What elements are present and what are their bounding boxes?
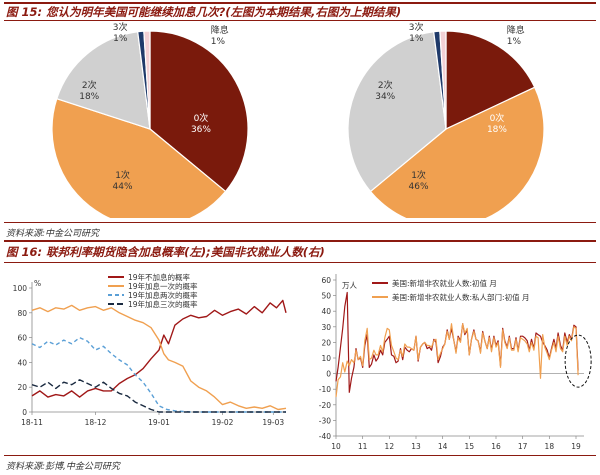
figure15-text: 您认为明年美国可能继续加息几次?(左图为本期结果,右图为上期结果) [46,5,402,19]
nonfarm-payrolls-chart: -40 -30 -20 -10 0 10 20 30 40 50 60 10 11 12 13 14 15 16 1… [319,274,592,451]
pie0-label-pct-0: 36% [191,125,211,135]
line3-ytick-label-5: 10 [321,354,331,363]
pie0-label-name-0: 0次 [194,112,209,124]
line3-series-1 [335,323,579,398]
pie1-label-pct-4: 1% [507,37,522,47]
figure16-title: 图 16: 联邦利率期货隐含加息概率(左);美国非农就业人数(右) [6,244,325,260]
pie1-label-pct-3: 1% [409,34,424,44]
pie0-label-pct-1: 44% [113,182,133,192]
line3-highlight-ellipse [564,334,592,388]
pie1-label-name-4: 降息 [507,24,525,36]
pie1-label-name-3: 3次 [409,22,424,33]
line2-legend-label-0: 19年不加息的概率 [128,272,191,282]
line3-xtick-label-7: 17 [518,442,528,451]
line2-xtick-label-3: 19-02 [212,418,234,427]
pie1-slice-2 [347,31,447,193]
pie0-slice-2 [56,31,151,130]
pie1-label-pct-0: 18% [487,125,507,135]
pie1-label-pct-1: 46% [409,182,429,192]
line3-ytick-label-8: 40 [321,307,331,316]
pie0-label-name-4: 降息 [211,24,229,36]
figure15-bottom-rule [4,222,596,223]
line2-ytick-label-2: 40 [17,358,27,367]
line3-xtick-label-8: 18 [545,442,555,451]
rate-hike-probability-chart: 0 20 40 60 80 100 18-11 18-12 19-01 19-02 19-03% 19… [13,272,287,427]
line3-ytick-label-9: 50 [321,292,331,301]
line3-xtick-label-6: 16 [491,442,501,451]
pie1-label-name-2: 2次 [378,79,393,91]
line3-ytick-label-3: -10 [319,385,331,394]
line2-series-0 [31,299,287,398]
figure16-text: 联邦利率期货隐含加息概率(左);美国非农就业人数(右) [46,245,325,259]
line3-ytick-label-0: -40 [319,432,331,441]
figure16-title-rule [4,262,596,263]
line3-ytick-label-6: 20 [321,338,331,347]
line3-xtick-label-2: 12 [385,442,395,451]
line3-unit-label: 万人 [342,281,357,290]
line3-ytick-label-10: 60 [321,276,331,285]
figure15-title: 图 15: 您认为明年美国可能继续加息几次?(左图为本期结果,右图为上期结果) [6,4,401,20]
pie0-label-name-3: 3次 [113,22,128,33]
line2-ytick-label-1: 20 [17,383,27,392]
pie0-slice-1 [51,97,227,218]
figure15-title-rule [4,20,596,21]
pie0-slice-4 [143,30,151,130]
line3-ytick-label-4: 0 [326,370,331,379]
line2-series-1 [31,304,287,411]
line2-xtick-label-1: 18-12 [85,418,107,427]
line3-xtick-label-3: 13 [411,442,421,451]
line3-xtick-label-9: 19 [571,442,581,451]
figure15-source: 资料来源:中金公司研究 [6,229,100,239]
line3-xtick-label-1: 11 [358,442,368,451]
line3-legend-label-0: 美国:新增非农就业人数:初值 月 [392,278,497,288]
line2-legend-label-2: 19年加息两次的概率 [128,290,198,300]
line2-legend-label-1: 19年加息一次的概率 [128,281,198,291]
line3-legend-label-1: 美国:新增非农就业人数:私人部门:初值 月 [392,292,529,302]
line3-xtick-label-5: 15 [465,442,475,451]
pie1-slice-4 [439,30,447,130]
pie1-label-name-1: 1次 [411,169,426,181]
pie0-label-pct-2: 18% [79,92,99,102]
line3-xtick-label-4: 14 [438,442,448,451]
figure16-source: 资料来源:彭博,中金公司研究 [6,462,120,472]
pie0-label-pct-4: 1% [211,37,226,47]
line2-ytick-label-3: 60 [17,334,27,343]
pie0-label-name-1: 1次 [115,169,130,181]
line3-ytick-label-1: -30 [319,416,331,425]
top-rule [4,2,596,4]
line2-ytick-label-5: 100 [13,284,28,293]
pie1-label-pct-2: 34% [375,92,395,102]
figure16-label: 图 16: [6,245,43,259]
figure16-top-rule [4,240,596,242]
line3-ytick-label-2: -20 [319,401,331,410]
line2-series-3 [31,379,286,413]
pie0-label-name-2: 2次 [82,79,97,91]
line2-legend-label-3: 19年加息三次的概率 [128,299,198,309]
line3-ytick-label-7: 30 [321,323,331,332]
pie1-slice-0 [445,30,536,130]
line3-xtick-label-0: 10 [331,442,341,451]
figure15-label: 图 15: [6,5,43,19]
line2-xtick-label-0: 18-11 [21,418,43,427]
pie1-slice-1 [369,86,545,218]
line2-xtick-label-4: 19-03 [262,418,284,427]
line2-unit-label: % [34,279,41,288]
line2-ytick-label-0: 0 [22,408,27,417]
line2-series-2 [31,336,286,413]
pie0-label-pct-3: 1% [113,34,128,44]
figure16-bottom-rule [4,455,596,456]
pie0-slice-0 [149,30,249,193]
line2-xtick-label-2: 19-01 [148,418,170,427]
pie1-label-name-0: 0次 [490,112,505,124]
line2-ytick-label-4: 80 [17,309,27,318]
